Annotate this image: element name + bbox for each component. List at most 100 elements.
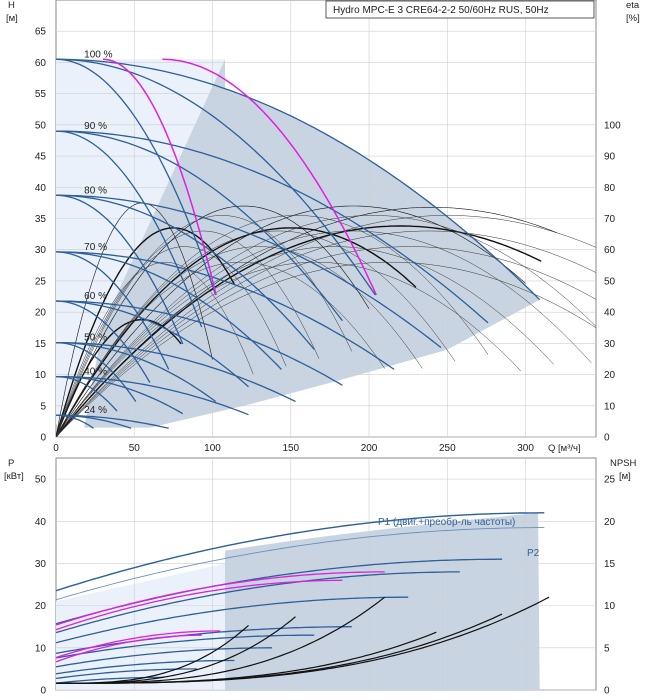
p1-curve bbox=[56, 512, 545, 592]
y-tick-label: 65 bbox=[35, 27, 47, 38]
power-shade-region bbox=[225, 513, 540, 690]
x-tick-label: 50 bbox=[129, 443, 141, 454]
p2-curve bbox=[56, 527, 545, 601]
light-operating-area bbox=[56, 59, 225, 425]
flow-axis-label: Q [м³/ч] bbox=[548, 443, 581, 454]
y-tick-label: 60 bbox=[35, 58, 47, 69]
npsh-tick-label: 5 bbox=[604, 643, 610, 654]
y2-tick-label: 90 bbox=[604, 152, 616, 163]
speed-curve bbox=[56, 58, 376, 296]
speed-label: 50 % bbox=[84, 333, 107, 344]
npsh-tick-label: 0 bbox=[604, 686, 610, 697]
x-tick-label: 250 bbox=[439, 443, 456, 454]
eta-thin-curve bbox=[56, 261, 254, 437]
eta-curve bbox=[56, 227, 417, 437]
y-tick-label: 5 bbox=[40, 401, 46, 412]
power-light-region bbox=[56, 563, 225, 690]
head-axis-label-h: H bbox=[8, 0, 15, 11]
speed-label: 80 % bbox=[84, 185, 107, 196]
eta-thin-curve bbox=[56, 261, 596, 437]
y2-tick-label: 30 bbox=[604, 339, 616, 350]
y-tick-label: 40 bbox=[35, 183, 47, 194]
eta-curve bbox=[56, 202, 213, 437]
speed-curve bbox=[56, 58, 541, 301]
magenta-power-curve bbox=[56, 571, 385, 626]
speed-label: 100 % bbox=[84, 49, 112, 60]
power-curve-panel: 0 10 20 30 40 50 0 5 10 15 20 25 P1 (двиг.+преобр-л… bbox=[4, 457, 637, 697]
eta-curve bbox=[56, 205, 526, 437]
y-tick-label: 30 bbox=[35, 245, 47, 256]
magenta-power-curve bbox=[56, 630, 221, 659]
p-tick-label: 40 bbox=[35, 517, 47, 528]
speed-curve bbox=[56, 251, 282, 370]
speed-label: 60 % bbox=[84, 291, 107, 302]
power-curves bbox=[56, 512, 550, 684]
eta-axis-label: eta bbox=[626, 0, 640, 11]
npsh-axis-label: NPSH bbox=[610, 458, 637, 469]
speed-label: 90 % bbox=[84, 121, 107, 132]
eta-thin-curve bbox=[56, 230, 592, 437]
speed-curve bbox=[56, 300, 343, 386]
y2-tick-label: 40 bbox=[604, 308, 616, 319]
speed-curve bbox=[56, 194, 184, 345]
eta-thin-curve bbox=[56, 230, 596, 437]
y2-tick-label: 80 bbox=[604, 183, 616, 194]
y-tick-label: 10 bbox=[35, 370, 47, 381]
p-tick-label: 10 bbox=[35, 643, 47, 654]
eta-thin-curve bbox=[56, 230, 320, 437]
speed-curve bbox=[56, 341, 137, 402]
head-axis-unit: [м] bbox=[6, 13, 18, 24]
speed-label: 40 % bbox=[84, 367, 107, 378]
y-tick-label: 15 bbox=[35, 339, 47, 350]
power-ticks: 0 10 20 30 40 50 0 5 10 15 20 25 bbox=[35, 475, 616, 697]
power-light-area bbox=[56, 563, 225, 690]
npsh-curve bbox=[56, 596, 550, 684]
y2-tick-label: 0 bbox=[604, 433, 610, 444]
eta-thin-curve bbox=[56, 246, 423, 437]
npsh-tick-label: 20 bbox=[604, 517, 616, 528]
speed-power-curve bbox=[56, 626, 352, 654]
eta-thin-curve bbox=[56, 230, 456, 437]
speed-head-curves bbox=[56, 58, 541, 429]
eta-curve bbox=[56, 207, 558, 437]
p1-label: P1 (двиг.+преобр-ль частоты) bbox=[378, 516, 515, 528]
speed-curve bbox=[56, 130, 343, 322]
p-tick-label: 50 bbox=[35, 475, 47, 486]
speed-curve bbox=[56, 300, 151, 383]
speed-power-curve bbox=[56, 634, 315, 659]
eta-thin-curve bbox=[56, 215, 596, 437]
speed-curve bbox=[56, 414, 169, 429]
speed-power-curve bbox=[56, 647, 272, 668]
power-grid bbox=[56, 458, 596, 691]
magenta-curve bbox=[162, 58, 377, 296]
speed-power-curve bbox=[56, 659, 235, 675]
eta-thin-curve bbox=[56, 246, 596, 437]
x-tick-label: 150 bbox=[282, 443, 299, 454]
y2-tick-label: 70 bbox=[604, 214, 616, 225]
speed-curve bbox=[56, 341, 217, 403]
y-tick-label: 45 bbox=[35, 152, 47, 163]
y-tick-label: 55 bbox=[35, 89, 47, 100]
power-shaded-area bbox=[225, 513, 540, 690]
eta-thin-curve bbox=[56, 246, 554, 437]
y-tick-label: 25 bbox=[35, 276, 47, 287]
npsh-axis-unit: [м] bbox=[619, 471, 631, 482]
magenta-power-curve bbox=[56, 634, 202, 663]
magenta-curve bbox=[102, 58, 217, 296]
speed-power-curve bbox=[56, 668, 197, 680]
y-tick-label: 35 bbox=[35, 214, 47, 225]
y2-tick-label: 20 bbox=[604, 370, 616, 381]
speed-label: 24 % bbox=[84, 405, 107, 416]
power-axis-label: P bbox=[8, 458, 14, 469]
speed-power-curve bbox=[56, 596, 409, 644]
eta-thin-curve bbox=[56, 246, 287, 437]
p-tick-label: 0 bbox=[40, 686, 46, 697]
y-tick-label: 50 bbox=[35, 120, 47, 131]
chart-title-box: Hydro MPC-E 3 CRE64-2-2 50/60Hz RUS, 50H… bbox=[325, 0, 595, 19]
x-tick-label: 200 bbox=[361, 443, 378, 454]
chart-title: Hydro MPC-E 3 CRE64-2-2 50/60Hz RUS, 50H… bbox=[333, 5, 549, 16]
eta-thin-curve bbox=[56, 261, 385, 437]
y2-tick-label: 10 bbox=[604, 401, 616, 412]
efficiency-curves bbox=[56, 202, 596, 437]
